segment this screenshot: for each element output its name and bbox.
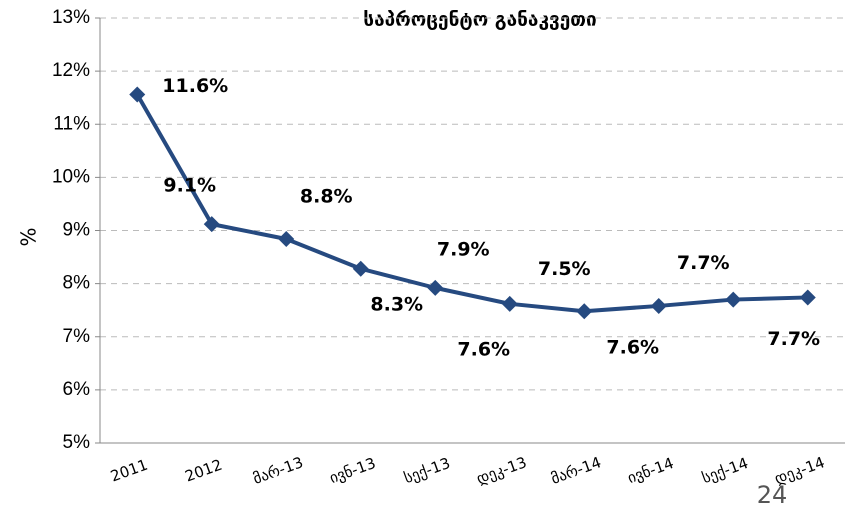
x-tick-label: 2011	[108, 456, 150, 486]
y-tick-label: 13%	[52, 7, 90, 28]
data-label: 7.7%	[677, 252, 730, 274]
data-label: 8.8%	[300, 186, 353, 208]
x-tick-label: სექ-14	[700, 454, 751, 487]
point-marker	[725, 291, 742, 308]
x-tick-label: ივნ-13	[327, 454, 378, 487]
x-tick-label: ივნ-14	[625, 454, 676, 487]
x-tick-label: დეკ-14	[772, 453, 827, 488]
point-marker	[650, 297, 667, 314]
y-tick-label: 12%	[52, 60, 90, 81]
data-label: 7.5%	[538, 258, 591, 280]
x-tick-label: მარ-14	[549, 453, 604, 488]
y-tick-label: 6%	[63, 379, 91, 400]
x-tick-label: დეკ-13	[474, 453, 529, 488]
chart-title: საპროცენტო განაკვეთი	[363, 9, 596, 31]
y-tick-label: 7%	[63, 326, 91, 347]
series-line	[135, 93, 808, 314]
y-tick-label: 11%	[53, 113, 90, 134]
point-marker	[576, 303, 593, 320]
x-tick-label: სექ-13	[402, 454, 453, 487]
point-marker	[203, 216, 220, 233]
y-tick-label: 5%	[63, 432, 91, 453]
point-marker	[129, 86, 146, 103]
point-marker	[427, 279, 444, 296]
y-tick-label: 9%	[63, 220, 91, 241]
data-label: 7.7%	[767, 328, 820, 350]
point-marker	[799, 289, 816, 306]
point-marker	[278, 231, 295, 247]
x-tick-label: მარ-13	[251, 453, 306, 488]
data-label: 9.1%	[163, 175, 216, 197]
data-label: 7.6%	[457, 338, 510, 360]
y-tick-label: 8%	[63, 273, 91, 294]
point-marker	[352, 260, 369, 277]
data-label: 11.6%	[162, 75, 228, 97]
data-label: 8.3%	[370, 293, 423, 315]
page-number: 24	[757, 481, 788, 509]
data-label: 7.9%	[437, 238, 490, 260]
point-marker	[501, 295, 518, 312]
y-axis-label: %	[17, 227, 41, 246]
y-tick-label: 10%	[52, 166, 90, 187]
x-tick-label: 2012	[183, 456, 225, 486]
data-label: 7.6%	[606, 336, 659, 358]
